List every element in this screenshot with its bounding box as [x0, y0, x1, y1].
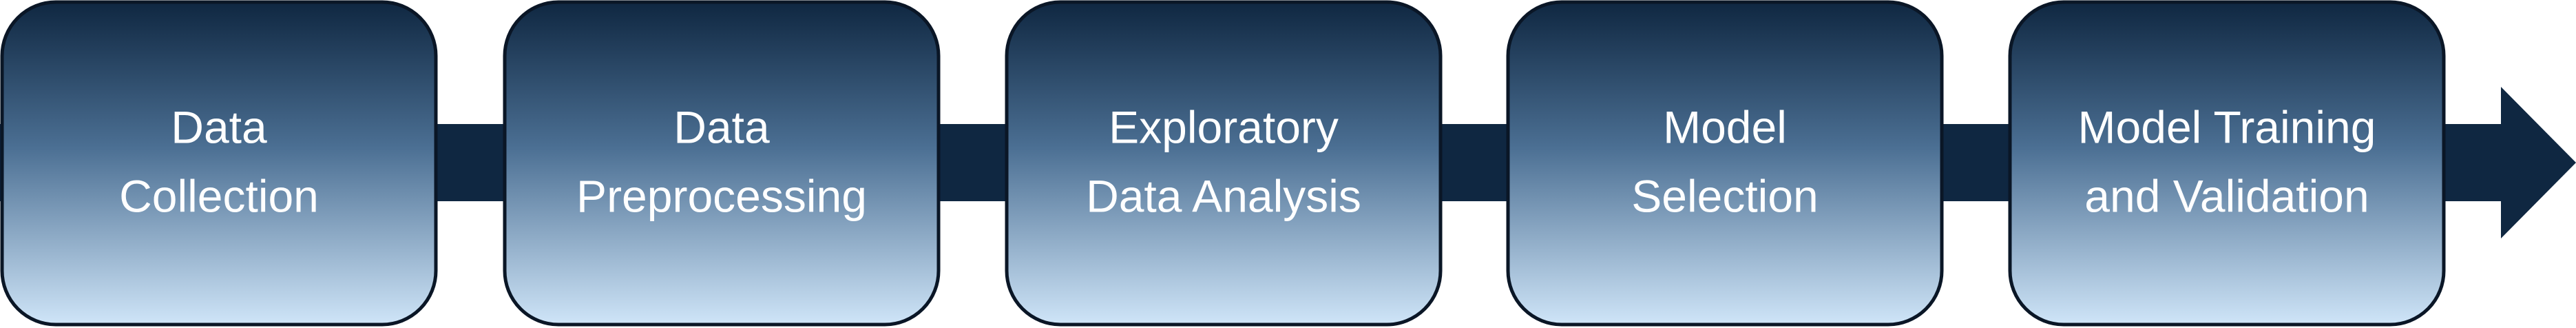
stage-label-line-2: Selection [1631, 170, 1819, 221]
stage-box [503, 0, 941, 327]
stage-label-line-2: Collection [119, 170, 319, 221]
stage-label-line-1: Exploratory [1109, 101, 1339, 152]
stage-data-preprocessing: Data Preprocessing [503, 0, 941, 327]
stage-box [1506, 0, 1944, 327]
stage-box [1005, 0, 1443, 327]
stage-exploratory-data-analysis: Exploratory Data Analysis [1005, 0, 1443, 327]
stage-label-line-2: Data Analysis [1086, 170, 1361, 221]
stage-label-line-1: Model [1663, 101, 1787, 152]
stage-label-line-1: Data [673, 101, 770, 152]
stage-label-line-1: Model Training [2078, 101, 2376, 152]
stage-label-line-1: Data [171, 101, 267, 152]
stage-label-line-2: Preprocessing [576, 170, 867, 221]
flow-arrow-head [2501, 87, 2576, 238]
stage-box [0, 0, 438, 327]
stage-model-training-and-validation: Model Training and Validation [2008, 0, 2446, 327]
stage-label-line-2: and Validation [2084, 170, 2369, 221]
stage-model-selection: Model Selection [1506, 0, 1944, 327]
stage-box [2008, 0, 2446, 327]
stage-data-collection: Data Collection [0, 0, 438, 327]
